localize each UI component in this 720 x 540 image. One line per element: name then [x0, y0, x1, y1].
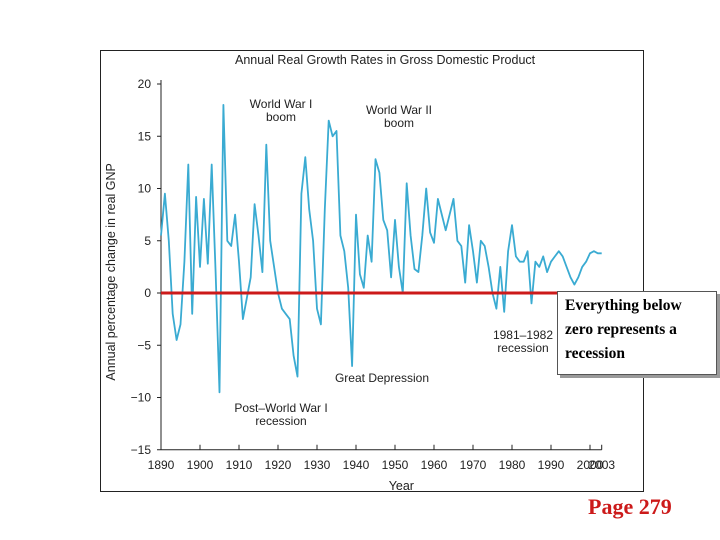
- y-tick-label: −10: [131, 391, 152, 405]
- annotation-recession-81: 1981–1982: [493, 328, 553, 342]
- x-tick-label: 1970: [460, 458, 487, 472]
- annotation-post-ww1: recession: [255, 414, 306, 428]
- annotation-ww2: boom: [384, 116, 414, 130]
- y-axis-label: Annual percentage change in real GNP: [104, 163, 118, 381]
- x-axis-label: Year: [389, 479, 414, 493]
- annotation-recession-81: recession: [497, 341, 548, 355]
- series-line-gdp-growth: [160, 104, 602, 394]
- callout-line-1: Everything below: [565, 297, 682, 314]
- y-tick-label: −5: [137, 338, 151, 352]
- x-tick-label: 1920: [265, 458, 292, 472]
- y-tick-label: −15: [131, 443, 152, 457]
- callout-line-3: recession: [565, 345, 625, 362]
- chart-frame: Annual Real Growth Rates in Gross Domest…: [100, 50, 645, 493]
- recession-callout: Everything below zero represents a reces…: [557, 291, 717, 375]
- x-tick-label: 1960: [421, 458, 448, 472]
- annotation-post-ww1: Post–World War I: [234, 401, 327, 415]
- y-tick-label: 10: [138, 182, 152, 196]
- annotation-depression: Great Depression: [335, 371, 429, 385]
- annotation-ww1: World War I: [250, 97, 313, 111]
- x-tick-label: 1890: [148, 458, 175, 472]
- x-tick-label: 1940: [343, 458, 370, 472]
- x-tick-label: 1910: [226, 458, 253, 472]
- annotation-ww2: World War II: [366, 103, 432, 117]
- x-tick-label: 1950: [382, 458, 409, 472]
- chart-title: Annual Real Growth Rates in Gross Domest…: [235, 53, 536, 67]
- callout-line-2: zero represents a: [565, 321, 677, 338]
- page-reference: Page 279: [588, 494, 672, 519]
- x-tick-label: 1980: [499, 458, 526, 472]
- y-tick-label: 20: [138, 77, 152, 91]
- y-tick-label: 0: [144, 286, 151, 300]
- x-tick-label: 1930: [304, 458, 331, 472]
- x-tick-label: 2000: [577, 458, 604, 472]
- annotation-ww1: boom: [266, 110, 296, 124]
- x-tick-label: 2003: [588, 458, 615, 472]
- y-tick-label: 5: [144, 234, 151, 248]
- x-tick-label: 1990: [538, 458, 565, 472]
- gdp-growth-chart: Annual Real Growth Rates in Gross Domest…: [104, 53, 645, 493]
- x-tick-label: 1900: [187, 458, 214, 472]
- y-tick-label: 15: [138, 129, 152, 143]
